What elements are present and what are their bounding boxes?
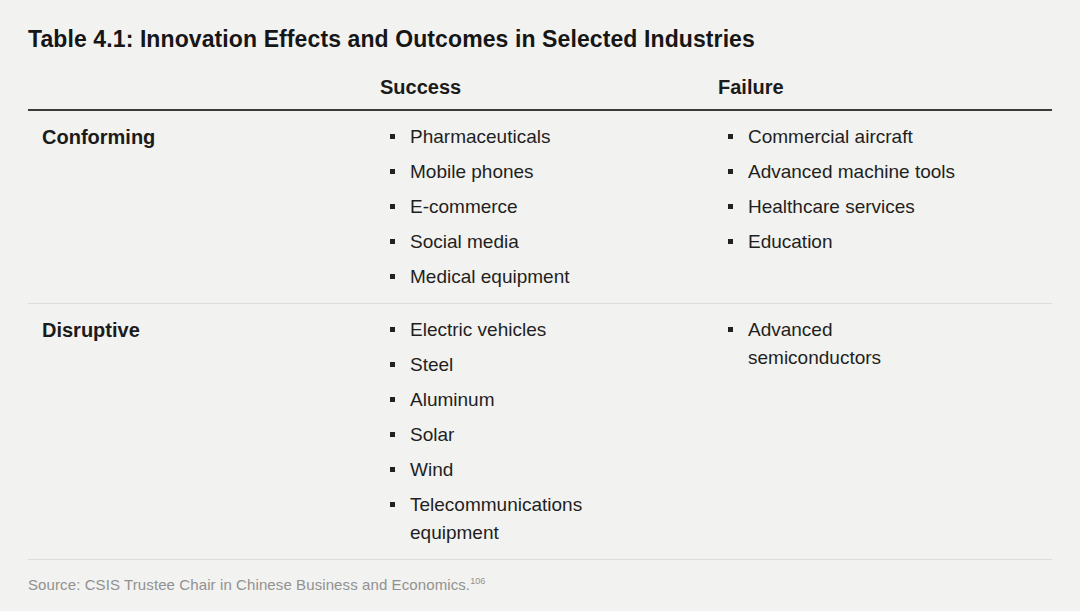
bullet-icon	[390, 362, 395, 367]
industry-label: Advanced semiconductors	[748, 316, 963, 372]
bullet-icon	[390, 134, 395, 139]
conforming-failure-list: Commercial aircraft Advanced machine tool…	[718, 123, 1052, 303]
industry-label: Education	[748, 228, 833, 256]
table-row-disruptive: Disruptive Electric vehicles Steel Aluminu…	[28, 304, 1052, 560]
list-item: Commercial aircraft	[728, 123, 1052, 151]
industry-label: Solar	[410, 421, 454, 449]
bullet-icon	[390, 327, 395, 332]
industry-label: Wind	[410, 456, 453, 484]
list-item: Telecommunications equipment	[390, 491, 718, 547]
bullet-icon	[728, 204, 733, 209]
industry-label: Mobile phones	[410, 158, 534, 186]
industry-label: Commercial aircraft	[748, 123, 913, 151]
list-item: Steel	[390, 351, 718, 379]
list-item: E-commerce	[390, 193, 718, 221]
list-item: Advanced machine tools	[728, 158, 1052, 186]
industry-label: Medical equipment	[410, 263, 569, 291]
table-row-conforming: Conforming Pharmaceuticals Mobile phones E…	[28, 111, 1052, 304]
bullet-icon	[390, 397, 395, 402]
industry-label: Healthcare services	[748, 193, 915, 221]
list-item: Wind	[390, 456, 718, 484]
industry-label: Steel	[410, 351, 453, 379]
industry-label: Aluminum	[410, 386, 494, 414]
list-item: Advanced semiconductors	[728, 316, 1052, 372]
industry-label: Social media	[410, 228, 519, 256]
list-item: Education	[728, 228, 1052, 256]
list-item: Pharmaceuticals	[390, 123, 718, 151]
list-item: Social media	[390, 228, 718, 256]
bullet-icon	[390, 502, 395, 507]
industry-label: E-commerce	[410, 193, 518, 221]
bullet-icon	[728, 239, 733, 244]
bullet-icon	[728, 134, 733, 139]
disruptive-success-list: Electric vehicles Steel Aluminum Solar Wind T…	[380, 316, 718, 559]
bullet-icon	[728, 169, 733, 174]
bullet-icon	[390, 239, 395, 244]
bullet-icon	[390, 169, 395, 174]
bullet-icon	[728, 327, 733, 332]
list-item: Aluminum	[390, 386, 718, 414]
industry-label: Pharmaceuticals	[410, 123, 550, 151]
conforming-success-list: Pharmaceuticals Mobile phones E-commerce So…	[380, 123, 718, 303]
page-title: Table 4.1: Innovation Effects and Outcom…	[28, 26, 1052, 53]
industry-label: Advanced machine tools	[748, 158, 955, 186]
list-item: Mobile phones	[390, 158, 718, 186]
industry-label: Electric vehicles	[410, 316, 546, 344]
list-item: Medical equipment	[390, 263, 718, 291]
list-item: Healthcare services	[728, 193, 1052, 221]
table-header-row: Success Failure	[28, 53, 1052, 111]
row-label-disruptive: Disruptive	[28, 316, 380, 559]
column-header-success: Success	[380, 75, 718, 99]
industry-label: Telecommunications equipment	[410, 491, 660, 547]
bullet-icon	[390, 274, 395, 279]
disruptive-failure-list: Advanced semiconductors	[718, 316, 1052, 559]
report-table-figure: Table 4.1: Innovation Effects and Outcom…	[0, 26, 1080, 611]
column-header-failure: Failure	[718, 75, 1052, 99]
row-label-conforming: Conforming	[28, 123, 380, 303]
source-text: Source: CSIS Trustee Chair in Chinese Bu…	[28, 576, 470, 593]
bullet-icon	[390, 432, 395, 437]
bullet-icon	[390, 467, 395, 472]
source-note: Source: CSIS Trustee Chair in Chinese Bu…	[28, 560, 1052, 593]
bullet-icon	[390, 204, 395, 209]
list-item: Solar	[390, 421, 718, 449]
footnote-ref: 106	[470, 576, 485, 586]
list-item: Electric vehicles	[390, 316, 718, 344]
